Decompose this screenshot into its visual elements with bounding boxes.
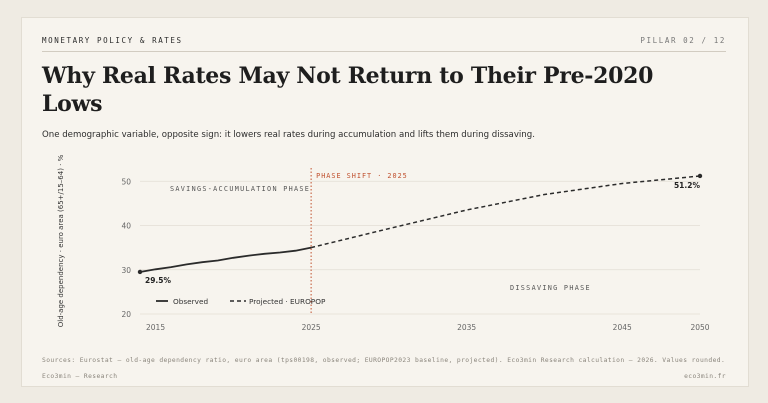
- legend-label-projected: Projected · EUROPOP: [249, 297, 326, 306]
- page-title: Why Real Rates May Not Return to Their P…: [42, 63, 654, 117]
- x-tick-label: 2025: [302, 323, 321, 332]
- pillar-counter: PILLAR 02 / 12: [640, 36, 726, 45]
- x-tick-label: 2015: [146, 323, 165, 332]
- footer-brand: Eco3min — Research: [42, 373, 118, 380]
- footer-site: eco3min.fr: [684, 373, 726, 380]
- phase-left-label: SAVINGS-ACCUMULATION PHASE: [170, 185, 310, 193]
- legend-label-observed: Observed: [173, 297, 208, 306]
- start-value-label: 29.5%: [145, 276, 172, 285]
- x-tick-label: 2045: [613, 323, 632, 332]
- y-tick-label: 40: [121, 222, 131, 231]
- x-tick-label: 2050: [690, 323, 709, 332]
- page-subtitle: One demographic variable, opposite sign:…: [42, 130, 535, 140]
- start-point: [137, 269, 143, 275]
- grid-layer: [140, 168, 700, 315]
- section-kicker: MONETARY POLICY & RATES: [42, 36, 183, 45]
- chart-legend: Observed Projected · EUROPOP: [156, 297, 326, 306]
- phase-right-label: DISSAVING PHASE: [510, 284, 591, 292]
- end-point: [697, 173, 703, 179]
- y-axis-title: Old-age dependency · euro area (65+/15–6…: [57, 154, 65, 327]
- chart-card: MONETARY POLICY & RATES PILLAR 02 / 12 W…: [21, 17, 749, 387]
- series-layer: [137, 173, 703, 275]
- sources-note: Sources: Eurostat — old-age dependency r…: [42, 357, 726, 364]
- x-tick-label: 2035: [457, 323, 476, 332]
- series-line-observed: [139, 246, 312, 273]
- header-divider: [42, 51, 726, 52]
- phase-shift-label: PHASE SHIFT · 2025: [316, 172, 408, 180]
- y-tick-label: 30: [121, 266, 131, 275]
- end-value-label: 51.2%: [674, 181, 701, 190]
- label-layer: 20 30 40 50 2015 2025 2035 2045 2050 Old-age depe…: [57, 154, 710, 332]
- y-tick-label: 50: [121, 177, 131, 186]
- y-tick-label: 20: [121, 310, 131, 319]
- series-line-projected: [310, 175, 701, 249]
